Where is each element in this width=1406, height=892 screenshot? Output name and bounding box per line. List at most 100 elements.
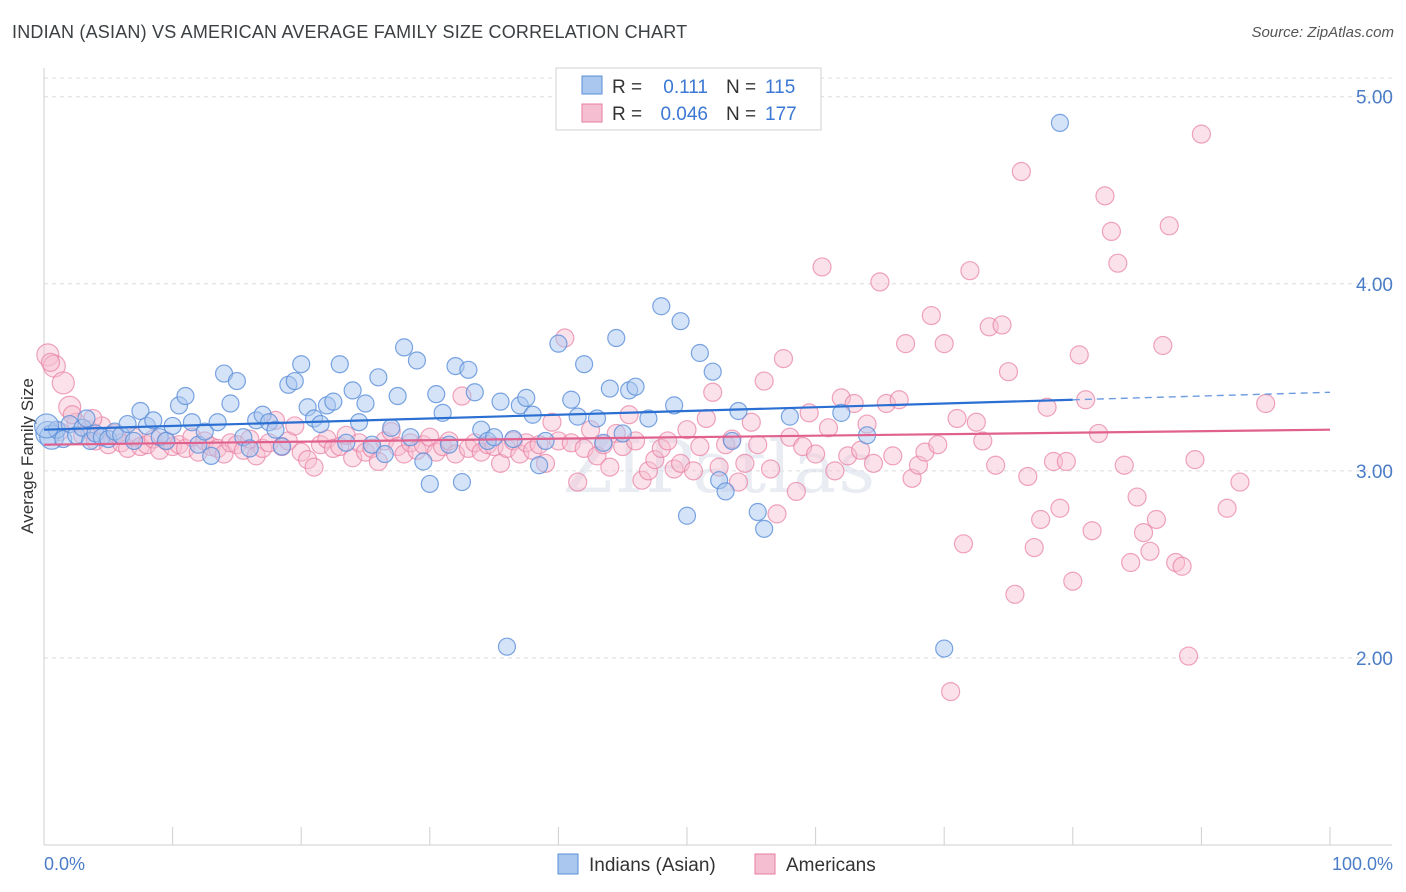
americans-point: [1018, 466, 1038, 487]
indians-asian-point: [517, 388, 536, 407]
indians-asian-trend-line: [43, 398, 1073, 431]
americans-point: [1056, 451, 1076, 472]
americans-point: [876, 393, 896, 414]
americans-point: [1146, 509, 1166, 530]
americans-point: [966, 412, 986, 432]
indians-asian-point: [195, 422, 214, 441]
americans-point: [1082, 521, 1102, 541]
indians-asian-trend-extension: [1072, 391, 1331, 401]
americans-point: [542, 412, 562, 432]
indians-asian-point: [748, 502, 767, 522]
legend-n-value-1: 177: [765, 104, 797, 125]
americans-point: [928, 435, 948, 455]
americans-point: [754, 371, 774, 391]
y-tick-label: 2.00: [1356, 649, 1393, 670]
indians-asian-point: [208, 413, 227, 432]
americans-point: [638, 461, 659, 481]
indians-asian-point: [439, 435, 459, 454]
americans-point: [1005, 584, 1025, 604]
americans-point: [285, 416, 305, 436]
indians-asian-point: [266, 420, 285, 439]
americans-point: [1101, 221, 1121, 241]
indians-asian-point: [285, 371, 304, 391]
indians-asian-point: [722, 431, 742, 451]
americans-point: [1185, 450, 1205, 470]
indians-asian-point: [394, 338, 414, 357]
indians-asian-point: [491, 392, 510, 411]
americans-point: [812, 257, 832, 277]
top-legend: R = 0.111 N = 115 R = 0.046 N = 177: [555, 67, 822, 131]
americans-point: [1063, 571, 1083, 591]
americans-point: [883, 446, 903, 466]
indians-asian-point: [665, 396, 684, 415]
indians-asian-point: [729, 401, 748, 421]
indians-asian-point: [677, 506, 697, 525]
indians-asian-point: [600, 379, 619, 398]
americans-point: [767, 504, 787, 524]
x-tick-labels: 0.0% 100.0%: [44, 854, 1393, 874]
indians-asian-point: [1050, 113, 1070, 132]
legend-r-label-1: R =: [612, 104, 642, 125]
indians-asian-point: [703, 362, 722, 381]
americans-point: [600, 457, 620, 477]
indians-asian-point: [652, 297, 671, 316]
legend-n-label-1: N =: [726, 104, 756, 125]
americans-point: [1031, 509, 1051, 530]
legend-r-label-0: R =: [612, 77, 642, 98]
indians-asian-point: [414, 452, 433, 471]
legend-swatch-indians: [581, 75, 603, 95]
americans-point: [953, 534, 974, 554]
indians-asian-point: [369, 368, 388, 387]
indians-asian-point: [33, 413, 60, 439]
y-tick-label: 4.00: [1356, 275, 1393, 296]
indians-asian-point: [337, 433, 356, 452]
indians-asian-point: [202, 446, 221, 465]
americans-point: [304, 457, 324, 477]
indians-asian-point: [388, 386, 407, 406]
americans-point: [683, 461, 704, 481]
americans-point: [394, 444, 414, 464]
americans-trend-line: [43, 428, 1331, 446]
americans-point: [703, 382, 723, 402]
bottom-legend-indians: Indians (Asian): [589, 855, 716, 876]
americans-point: [1127, 487, 1147, 507]
americans-point: [818, 418, 839, 438]
indians-asian-point: [240, 439, 259, 458]
axes: [43, 68, 1392, 846]
americans-point: [863, 453, 884, 473]
indians-asian-point: [568, 407, 587, 426]
trend-lines: [43, 391, 1331, 446]
americans-point: [728, 472, 749, 492]
americans-point: [291, 442, 311, 462]
indians-asian-points: [33, 113, 1070, 658]
indians-asian-point: [343, 381, 362, 400]
indians-asian-point: [549, 334, 568, 353]
legend-n-label-0: N =: [726, 77, 756, 98]
americans-point: [1153, 335, 1173, 356]
americans-point: [973, 431, 993, 451]
americans-point: [941, 681, 961, 702]
americans-point: [1256, 393, 1276, 414]
indians-asian-point: [459, 360, 478, 379]
indians-asian-point: [832, 403, 851, 422]
indians-asian-point: [575, 355, 594, 374]
americans-point: [760, 459, 781, 479]
indians-asian-point: [330, 355, 349, 374]
americans-point: [619, 405, 639, 425]
indians-asian-point: [311, 414, 330, 434]
americans-point: [51, 371, 75, 395]
indians-asian-point: [935, 639, 954, 658]
americans-point: [1037, 397, 1057, 417]
indians-asian-point: [157, 431, 176, 451]
americans-point: [773, 349, 794, 369]
americans-point: [1011, 161, 1031, 182]
legend-r-value-1: 0.046: [660, 104, 708, 125]
indians-asian-point: [607, 328, 626, 348]
americans-point: [40, 352, 61, 372]
americans-point: [786, 481, 806, 502]
americans-point: [1114, 455, 1134, 475]
americans-point: [896, 334, 916, 354]
indians-asian-point: [227, 371, 246, 391]
americans-point: [825, 461, 845, 481]
